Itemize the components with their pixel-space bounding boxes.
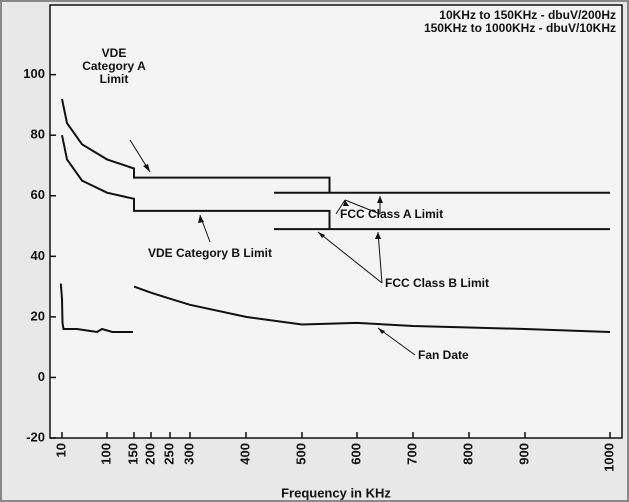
y-tick-label: 100 bbox=[23, 66, 45, 81]
x-tick-label: 250 bbox=[161, 443, 176, 465]
x-tick-label: 700 bbox=[404, 443, 419, 465]
x-tick-label: 800 bbox=[460, 443, 475, 465]
note: 10KHz to 150KHz - dbuV/200Hz bbox=[439, 8, 616, 22]
x-tick-label: 1000 bbox=[601, 443, 616, 472]
series-label: VDE Category A Limit bbox=[82, 46, 146, 86]
x-tick-label: 100 bbox=[98, 443, 113, 465]
series-line bbox=[59, 283, 611, 334]
note: 150KHz to 1000KHz - dbuV/10KHz bbox=[424, 21, 616, 35]
x-tick-label: 400 bbox=[237, 443, 252, 465]
y-tick-label: 0 bbox=[38, 369, 45, 384]
arrow-heads bbox=[143, 164, 385, 334]
y-tick-label: -20 bbox=[26, 429, 45, 444]
x-tick-label: 900 bbox=[516, 443, 531, 465]
x-tick-label: 500 bbox=[293, 443, 308, 465]
x-tick-label: 10 bbox=[53, 443, 68, 457]
series-label: FCC Class A Limit bbox=[340, 207, 444, 221]
series-label: Fan Date bbox=[418, 348, 469, 362]
x-tick-label: 600 bbox=[348, 443, 363, 465]
series-label: FCC Class B Limit bbox=[385, 276, 490, 290]
y-tick-label: 60 bbox=[31, 187, 45, 202]
x-tick-label: 200 bbox=[142, 443, 157, 465]
series-label: VDE Category B Limit bbox=[147, 246, 273, 260]
x-tick-label: 300 bbox=[181, 443, 196, 465]
series-line bbox=[61, 134, 331, 230]
series-line bbox=[61, 98, 331, 193]
arrows bbox=[129, 139, 416, 356]
y-tick-label: 80 bbox=[31, 127, 45, 142]
y-tick-label: 20 bbox=[31, 308, 45, 323]
x-axis-label: Frequency in KHz bbox=[281, 485, 391, 500]
x-tick-label: 150 bbox=[125, 443, 140, 465]
y-tick-label: 40 bbox=[31, 248, 45, 263]
plot-area bbox=[49, 4, 623, 439]
